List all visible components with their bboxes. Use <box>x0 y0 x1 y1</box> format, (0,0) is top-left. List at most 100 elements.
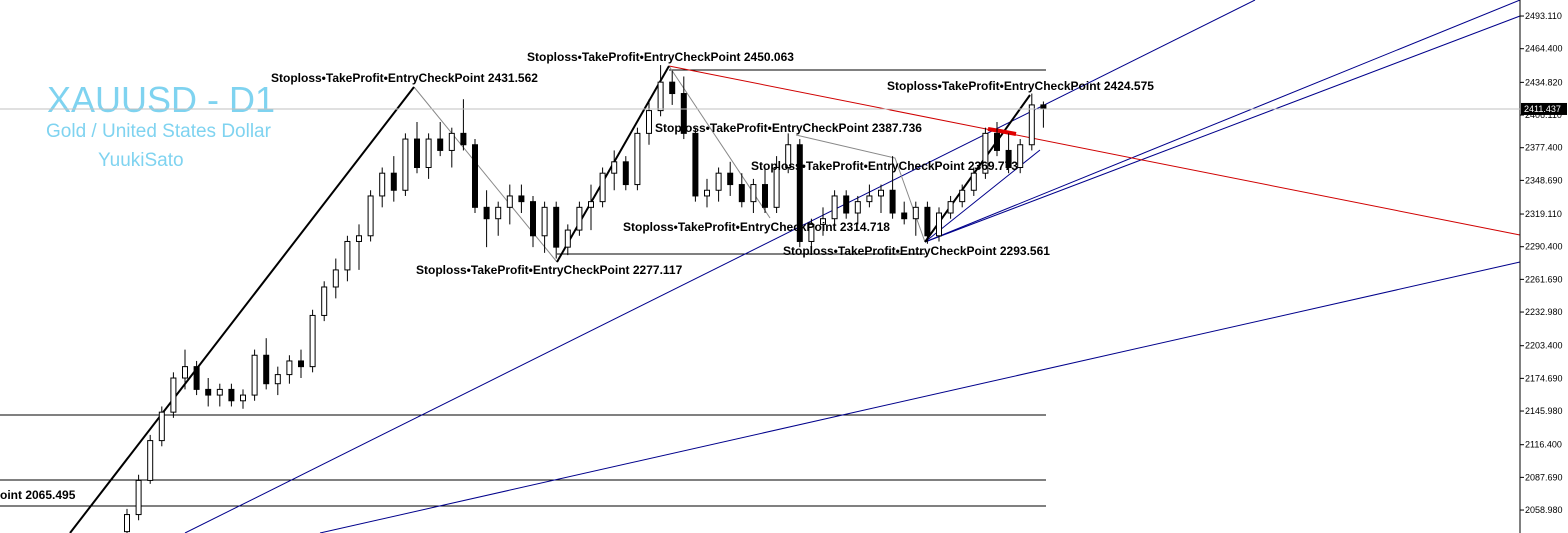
candle-body <box>599 172 606 203</box>
candle-body <box>646 110 652 134</box>
candle-body <box>309 314 316 368</box>
candle-body <box>796 144 803 242</box>
y-tick-label: 2434.820 <box>1525 77 1563 87</box>
annotation: Stoploss•TakeProfit•EntryCheckPoint 2431… <box>271 71 538 85</box>
annotation: oint 2065.495 <box>0 488 76 502</box>
candles <box>124 65 1047 533</box>
y-tick-label: 2058.980 <box>1525 505 1563 515</box>
y-tick-label: 2261.690 <box>1525 274 1563 284</box>
candle-body <box>425 138 432 169</box>
candle-body <box>588 201 594 208</box>
candle-body <box>1005 149 1012 169</box>
current-price-box <box>1521 102 1567 115</box>
arrow-marker <box>987 127 1017 136</box>
trend-line <box>924 15 1521 243</box>
y-tick-label: 2319.110 <box>1525 209 1562 219</box>
candle-body <box>367 195 374 237</box>
candle-body <box>738 184 745 203</box>
candle-body <box>936 212 942 237</box>
chart-author: YuukiSato <box>98 150 184 171</box>
candle-body <box>947 201 954 214</box>
candle-body <box>193 366 200 390</box>
candle-body <box>680 93 687 134</box>
zigzag <box>69 86 415 533</box>
y-tick-label: 2145.980 <box>1525 406 1563 416</box>
candle-body <box>390 172 397 191</box>
y-tick-label: 2464.400 <box>1525 44 1563 54</box>
annotation: Stoploss•TakeProfit•EntryCheckPoint 2387… <box>655 121 922 135</box>
candle-body <box>878 189 884 197</box>
candle-body <box>808 223 815 242</box>
candle-body <box>1028 104 1035 146</box>
candle-body <box>240 394 246 402</box>
candle-body <box>959 189 966 203</box>
candle-body <box>622 161 629 186</box>
candle-body <box>669 81 676 95</box>
y-tick-label: 2116.400 <box>1525 440 1562 450</box>
candle-body <box>611 161 618 174</box>
candle-body <box>994 132 1000 151</box>
candle-body <box>472 144 478 208</box>
y-tick-label: 2087.690 <box>1525 472 1563 482</box>
candle-body <box>773 167 780 208</box>
candle-body <box>750 184 757 203</box>
candle-body <box>158 411 165 442</box>
candle-body <box>182 366 188 379</box>
y-tick-label: 2493.110 <box>1525 11 1562 21</box>
annotation: Stoploss•TakeProfit•EntryCheckPoint 2293… <box>783 244 1050 258</box>
candle-body <box>970 172 977 191</box>
candle-body <box>414 138 420 169</box>
candle-body <box>982 132 989 174</box>
candle-body <box>1040 104 1047 110</box>
candle-body <box>553 206 560 248</box>
candle-body <box>356 235 362 242</box>
candle-body <box>820 218 826 225</box>
candle-body <box>402 138 409 191</box>
candle-body <box>274 374 281 385</box>
annotation: Stoploss•TakeProfit•EntryCheckPoint 2424… <box>887 79 1154 93</box>
chart-title: XAUUSD - D1 <box>47 79 275 120</box>
candle-body <box>332 269 339 288</box>
candle-body <box>704 189 710 197</box>
trend-line <box>184 0 1256 533</box>
annotation: Stoploss•TakeProfit•EntryCheckPoint 2314… <box>623 220 890 234</box>
candle-body <box>889 189 896 214</box>
candle-body <box>785 144 792 169</box>
candle-body <box>205 388 212 396</box>
candle-body <box>263 354 270 385</box>
candle-body <box>924 206 931 237</box>
candle-body <box>286 360 293 376</box>
candle-body <box>483 206 490 220</box>
y-tick-label: 2203.400 <box>1525 341 1563 351</box>
annotation: Stoploss•TakeProfit•EntryCheckPoint 2369… <box>751 159 1018 173</box>
y-tick-label: 2174.690 <box>1525 373 1563 383</box>
y-tick-label: 2406.110 <box>1525 110 1562 120</box>
candle-body <box>228 388 235 402</box>
chart-subtitle: Gold / United States Dollar <box>46 121 272 142</box>
candle-body <box>831 195 838 220</box>
annotation: Stoploss•TakeProfit•EntryCheckPoint 2277… <box>416 263 683 277</box>
candle-body <box>147 440 154 481</box>
candle-body <box>437 138 444 151</box>
candle-body <box>135 479 142 516</box>
candle-body <box>321 286 328 316</box>
annotation: Stoploss•TakeProfit•EntryCheckPoint 2450… <box>527 50 794 64</box>
y-tick-label: 2290.400 <box>1525 242 1563 252</box>
trend-line <box>668 65 1521 236</box>
candle-body <box>634 132 641 186</box>
candle-body <box>379 172 386 197</box>
candle-body <box>727 172 734 186</box>
candle-body <box>216 388 223 396</box>
candle-body <box>854 201 861 214</box>
y-tick-label: 2348.690 <box>1525 175 1563 185</box>
candle-body <box>657 81 664 112</box>
trend-line <box>319 261 1521 533</box>
candle-body <box>518 195 525 203</box>
candle-body <box>912 206 919 220</box>
candle-body <box>170 377 177 413</box>
y-tick-label: 2377.400 <box>1525 143 1563 153</box>
candle-body <box>564 229 571 248</box>
candle-body <box>530 201 536 237</box>
